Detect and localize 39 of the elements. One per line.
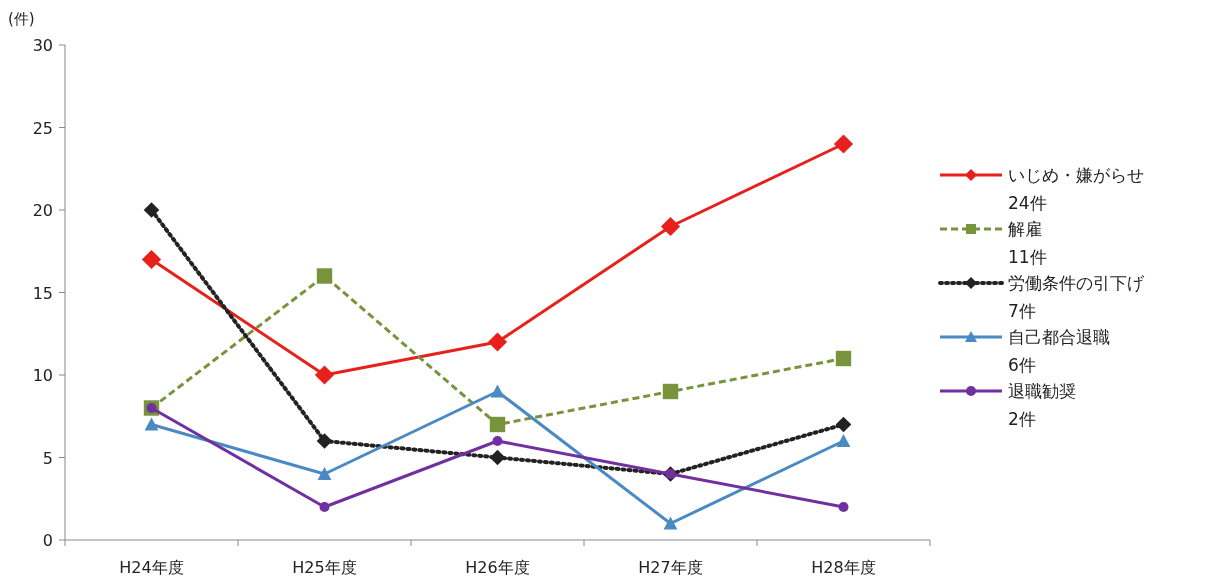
point xyxy=(489,449,506,466)
point xyxy=(492,436,503,446)
point xyxy=(141,249,162,270)
point xyxy=(314,365,335,385)
point xyxy=(663,516,678,530)
y-tick-label: 10 xyxy=(32,366,53,385)
point xyxy=(317,467,332,480)
point xyxy=(490,384,505,398)
legend-label: 解雇 11件 xyxy=(1008,219,1047,267)
point xyxy=(662,383,679,400)
legend-label: 退職勧奨 2件 xyxy=(1008,381,1076,429)
x-tick-label: H28年度 xyxy=(811,558,876,577)
legend-label: いじめ・嫌がらせ 24件 xyxy=(1008,165,1144,213)
y-tick-label: 30 xyxy=(32,36,53,55)
point xyxy=(835,350,852,367)
point xyxy=(487,332,508,352)
point xyxy=(144,417,159,431)
x-tick-label: H25年度 xyxy=(292,558,357,577)
point xyxy=(660,216,681,237)
point xyxy=(489,416,506,433)
point xyxy=(316,268,333,284)
y-tick-label: 15 xyxy=(32,283,53,303)
x-tick-label: H24年度 xyxy=(119,558,184,577)
y-tick-label: 20 xyxy=(32,201,53,220)
legend-label: 自己都合退職 6件 xyxy=(1008,327,1110,375)
y-tick-label: 5 xyxy=(42,448,53,468)
x-tick-label: H26年度 xyxy=(465,558,530,577)
y-tick-label: 25 xyxy=(32,118,53,138)
point xyxy=(319,502,330,512)
point xyxy=(316,433,333,449)
point xyxy=(836,434,851,447)
y-tick-label: 0 xyxy=(42,531,53,550)
point xyxy=(833,134,854,154)
point xyxy=(838,502,849,512)
legend-label: 労働条件の引下げ 7件 xyxy=(1008,273,1145,321)
x-tick-label: H27年度 xyxy=(638,558,703,577)
y-axis-title: (件) xyxy=(8,10,35,28)
point xyxy=(835,416,852,433)
point xyxy=(143,202,160,218)
